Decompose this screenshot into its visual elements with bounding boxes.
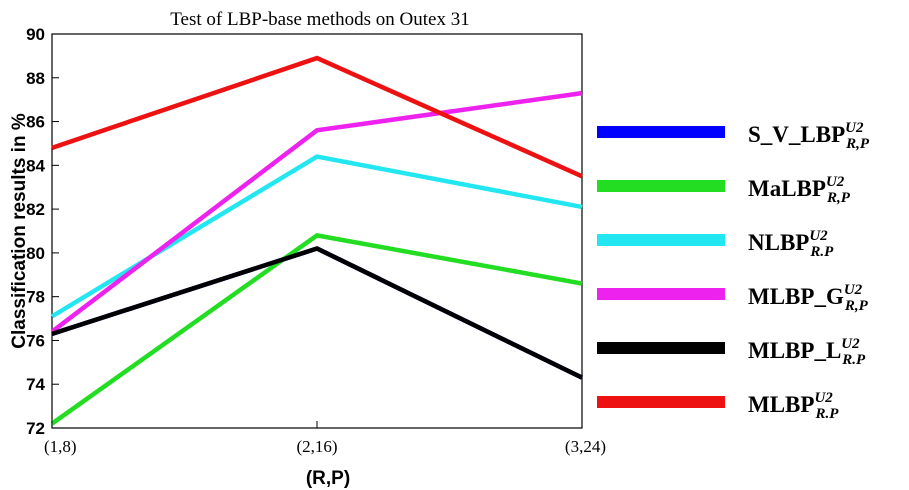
- series-line-malbp: [50, 232, 583, 426]
- legend-subscript: R.P: [841, 352, 866, 368]
- legend-swatch: [597, 288, 725, 300]
- x-tick-label: (1,8): [44, 437, 77, 456]
- y-tick-label: 76: [26, 331, 45, 350]
- y-axis-ticks: 72 74 76 78 80 82 84 86 88 90: [26, 25, 59, 438]
- legend-swatch: [597, 180, 725, 192]
- legend-swatch: [597, 126, 725, 138]
- legend-superscript: U2: [841, 336, 860, 352]
- legend-label: MLBP_GU2: [748, 282, 863, 309]
- legend-subscript: R,P: [845, 136, 870, 152]
- legend-label: NLBPU2: [748, 228, 828, 255]
- y-tick-label: 80: [26, 244, 45, 263]
- x-axis-label: (R,P): [306, 468, 350, 489]
- legend: S_V_LBPU2R,PMaLBPU2R,PNLBPU2R.PMLBP_GU2R…: [597, 120, 870, 422]
- y-axis-label: Classification results in %: [9, 113, 30, 349]
- legend-subscript: R,P: [826, 190, 851, 206]
- legend-name: MaLBP: [748, 176, 826, 201]
- legend-swatch: [597, 396, 725, 408]
- legend-swatch: [597, 234, 725, 246]
- legend-label: MaLBPU2: [748, 174, 845, 201]
- series-line-mlbp-g: [50, 90, 583, 334]
- legend-superscript: U2: [809, 228, 828, 244]
- legend-name: NLBP: [748, 230, 809, 255]
- legend-subscript: R.P: [809, 244, 834, 260]
- legend-superscript: U2: [844, 282, 863, 298]
- x-tick-label: (3,24): [565, 437, 606, 456]
- chart-title: Test of LBP-base methods on Outex 31: [170, 9, 469, 30]
- x-tick-label: (2,16): [296, 437, 337, 456]
- legend-name: S_V_LBP: [748, 122, 845, 147]
- legend-subscript: R.P: [814, 406, 839, 422]
- x-axis-ticks: (1,8) (2,16) (3,24): [44, 421, 606, 456]
- y-tick-label: 86: [26, 113, 45, 132]
- legend-superscript: U2: [814, 390, 833, 406]
- y-tick-label: 72: [26, 419, 45, 438]
- legend-name: MLBP_G: [748, 284, 844, 309]
- legend-superscript: U2: [826, 174, 845, 190]
- legend-label: MLBPU2: [748, 390, 833, 417]
- legend-swatch: [597, 342, 725, 354]
- legend-name: MLBP_L: [748, 338, 841, 363]
- series-line-mlbp-l: [51, 246, 583, 380]
- legend-name: MLBP: [748, 392, 814, 417]
- y-tick-label: 74: [26, 375, 45, 394]
- legend-superscript: U2: [845, 120, 864, 136]
- y-tick-label: 88: [26, 69, 45, 88]
- legend-subscript: R,P: [844, 298, 869, 314]
- legend-label: MLBP_LU2: [748, 336, 860, 363]
- y-tick-label: 90: [26, 25, 45, 44]
- y-tick-label: 78: [26, 288, 45, 307]
- y-tick-label: 82: [26, 200, 45, 219]
- series-line-mlbp: [51, 55, 583, 179]
- legend-label: S_V_LBPU2: [748, 120, 864, 147]
- series-lines: [50, 55, 583, 426]
- y-tick-label: 84: [26, 156, 45, 175]
